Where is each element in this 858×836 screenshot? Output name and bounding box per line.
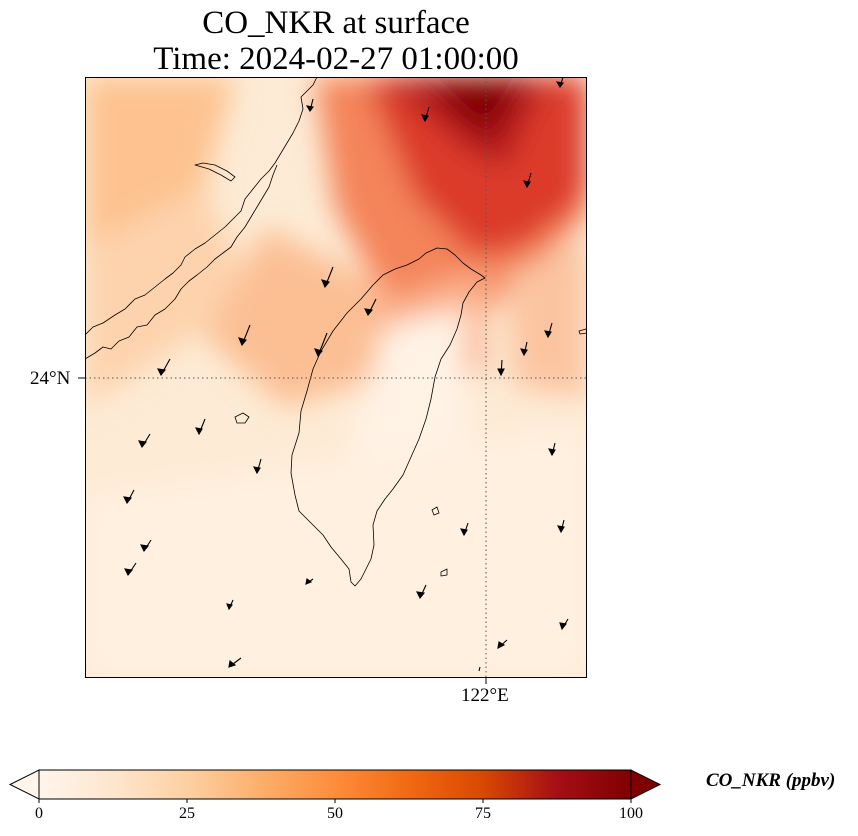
colorbar-gradient (38, 769, 632, 800)
colorbar-extend-low (8, 769, 40, 800)
wind-arrow (123, 489, 135, 505)
wind-arrow (497, 639, 508, 649)
wind-arrow (523, 172, 532, 189)
wind-arrow (238, 324, 251, 347)
title-line-1: CO_NKR at surface (202, 5, 470, 41)
colorbar-tick-label: 100 (619, 805, 643, 822)
wind-arrow (548, 442, 556, 457)
concentration-field (85, 77, 587, 678)
colorbar-ticks (38, 799, 632, 803)
lon-tick-mark (485, 677, 487, 684)
title-line-2: Time: 2024-02-27 01:00:00 (153, 41, 519, 77)
wind-arrow (364, 298, 377, 317)
colorbar-tick-label: 75 (475, 805, 491, 822)
wind-arrow (195, 418, 206, 436)
colorbar-tick-label: 0 (35, 805, 43, 822)
island (234, 412, 250, 424)
taiwan-coastline (290, 247, 486, 587)
colorbar-label: CO_NKR (ppbv) (706, 770, 836, 791)
lon-label-122e: 122°E (461, 685, 509, 706)
island (431, 506, 440, 516)
wind-arrow (497, 359, 505, 377)
gridlines (85, 77, 587, 678)
wind-arrow (138, 433, 151, 449)
wind-arrow (416, 584, 427, 600)
wind-arrow (226, 599, 234, 611)
wind-arrow (305, 578, 314, 585)
wind-arrow (305, 98, 314, 112)
wind-vectors (123, 77, 569, 672)
coastline (85, 77, 587, 587)
colorbar-tick-label: 50 (327, 805, 343, 822)
island (578, 328, 587, 335)
wind-arrow (124, 562, 137, 577)
colorbar (8, 769, 662, 803)
wind-arrow (557, 519, 565, 534)
china-coastline (85, 77, 318, 336)
wind-arrow (559, 618, 569, 631)
island (440, 568, 448, 577)
wind-arrow (140, 539, 152, 553)
island (194, 162, 236, 182)
wind-arrow (157, 358, 171, 377)
lat-tick-mark (78, 377, 86, 379)
wind-arrow (314, 332, 328, 358)
wind-arrow (253, 458, 262, 475)
map-panel (85, 77, 587, 678)
colorbar-tick-label: 25 (179, 805, 195, 822)
china-coast-detail (85, 164, 278, 360)
wind-arrow (321, 266, 334, 289)
colorbar-extend-high (630, 769, 662, 800)
wind-arrow (421, 106, 430, 123)
wind-arrow (478, 666, 481, 672)
lat-label-24n: 24°N (30, 368, 71, 389)
wind-arrow (555, 77, 564, 88)
wind-arrow (544, 322, 553, 339)
wind-arrow (520, 341, 528, 357)
wind-arrow (228, 657, 242, 668)
wind-arrow (460, 522, 469, 537)
